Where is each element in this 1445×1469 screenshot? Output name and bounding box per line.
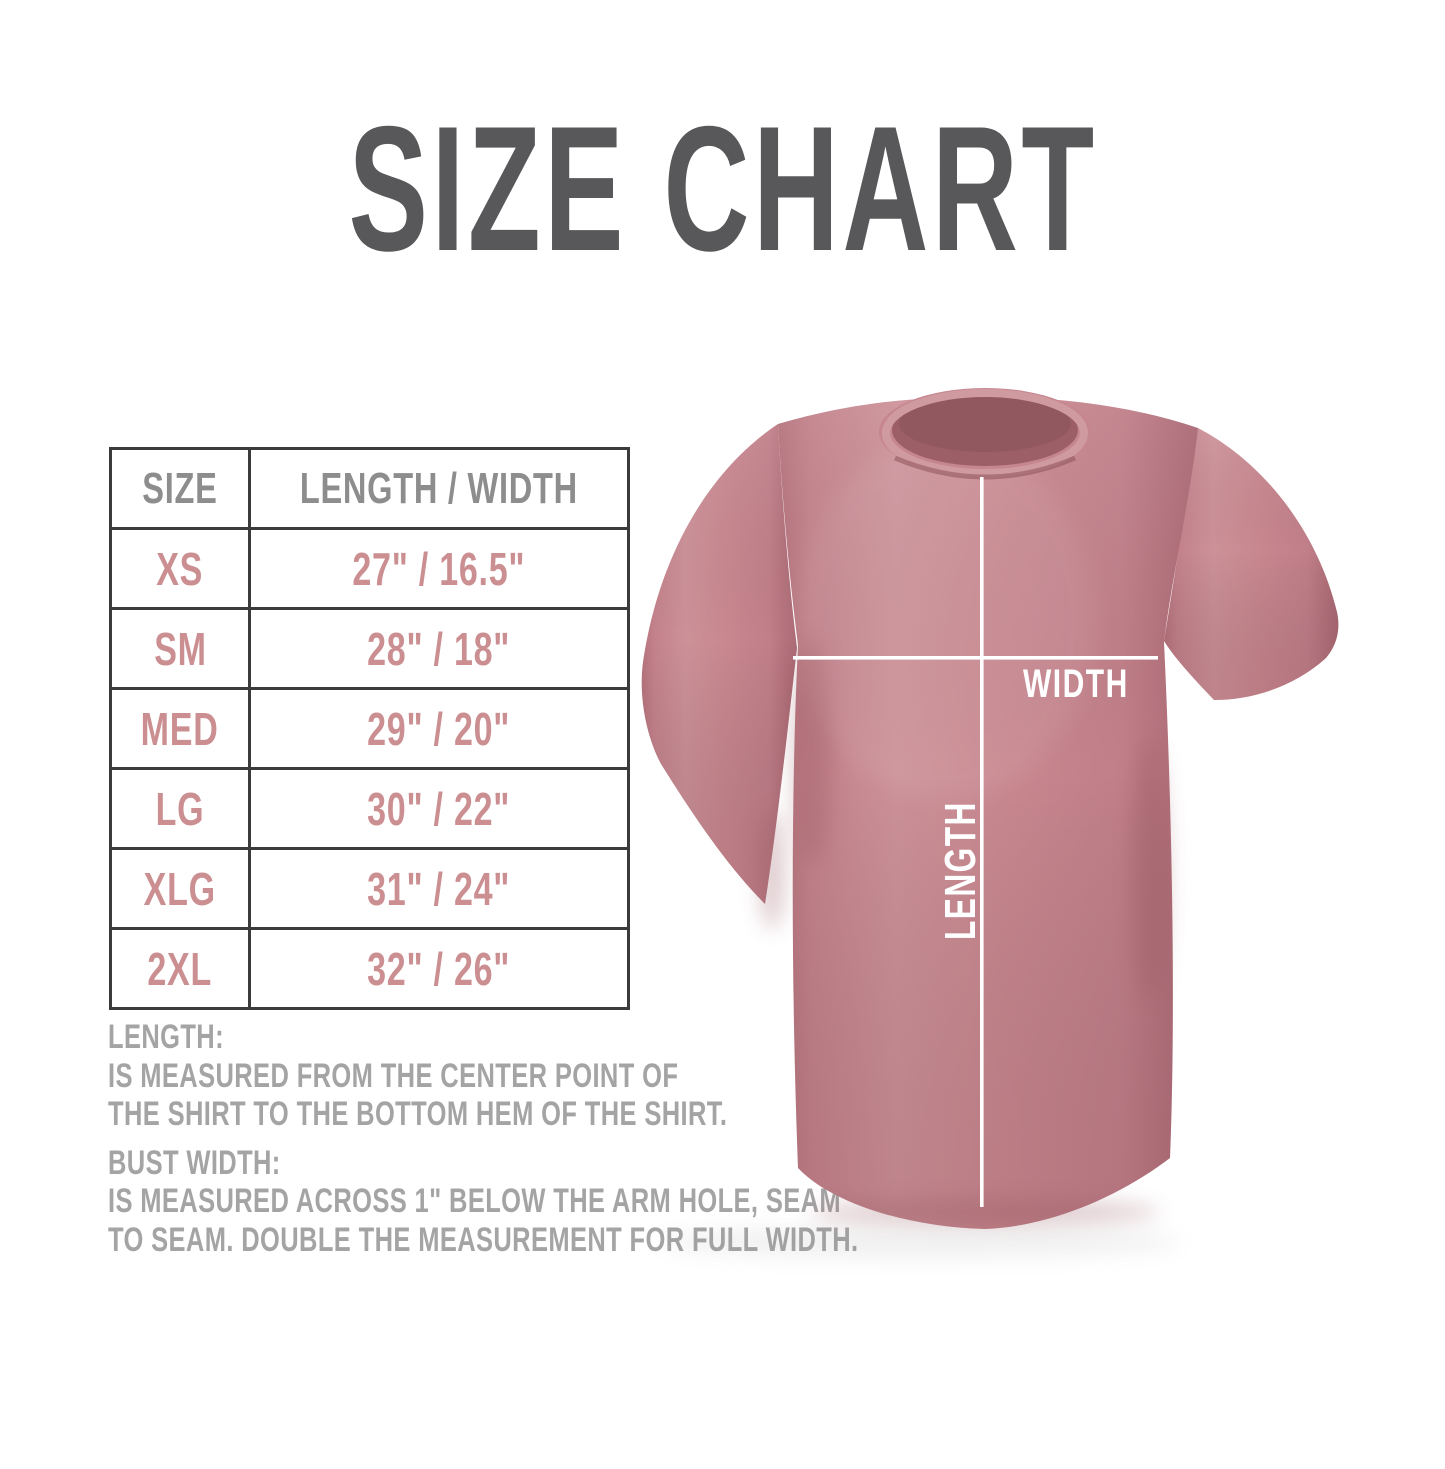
length-label: LENGTH: [936, 801, 985, 940]
measurement-cell: 28" / 18": [248, 607, 630, 690]
table-row: 2XL 32" / 26": [109, 927, 630, 1010]
table-row: MED 29" / 20": [109, 687, 630, 770]
shirt-drop-shadow: [660, 1226, 1180, 1258]
measurement-cell: 30" / 22": [248, 767, 630, 850]
measurement-cell: 31" / 24": [248, 847, 630, 930]
length-note-heading: LENGTH:: [108, 1018, 224, 1056]
length-line: [980, 477, 984, 1207]
size-cell: LG: [109, 767, 251, 850]
collar: [879, 388, 1091, 480]
width-label: WIDTH: [1023, 662, 1129, 706]
measurement-cell: 29" / 20": [248, 687, 630, 770]
width-line: [793, 656, 1158, 660]
table-row: XS 27" / 16.5": [109, 527, 630, 610]
size-cell: SM: [109, 607, 251, 690]
table-header-row: SIZE LENGTH / WIDTH: [109, 447, 630, 530]
length-note-line1: IS MEASURED FROM THE CENTER POINT OF: [108, 1056, 679, 1095]
fabric-shading: [759, 635, 1168, 1225]
size-cell: MED: [109, 687, 251, 770]
tshirt-photo: WIDTH LENGTH: [600, 355, 1445, 1355]
table-row: XLG 31" / 24": [109, 847, 630, 930]
bust-note-line1: IS MEASURED ACROSS 1" BELOW THE ARM HOLE…: [108, 1182, 841, 1221]
page-title-text: SIZE CHART: [347, 89, 1098, 288]
size-cell: XS: [109, 527, 251, 610]
size-cell: XLG: [109, 847, 251, 930]
table-row: SM 28" / 18": [109, 607, 630, 690]
measurement-column-header: LENGTH / WIDTH: [248, 447, 630, 530]
tshirt-image: WIDTH LENGTH: [641, 388, 1339, 1258]
size-cell: 2XL: [109, 927, 251, 1010]
size-column-header: SIZE: [109, 447, 251, 530]
size-table: SIZE LENGTH / WIDTH XS 27" / 16.5" SM 28…: [109, 447, 630, 1010]
measurement-cell: 27" / 16.5": [248, 527, 630, 610]
table-row: LG 30" / 22": [109, 767, 630, 850]
page-title: SIZE CHART: [0, 100, 1445, 278]
measurement-cell: 32" / 26": [248, 927, 630, 1010]
bust-note-heading: BUST WIDTH:: [108, 1143, 281, 1182]
length-note-line2: THE SHIRT TO THE BOTTOM HEM OF THE SHIRT…: [108, 1095, 728, 1134]
